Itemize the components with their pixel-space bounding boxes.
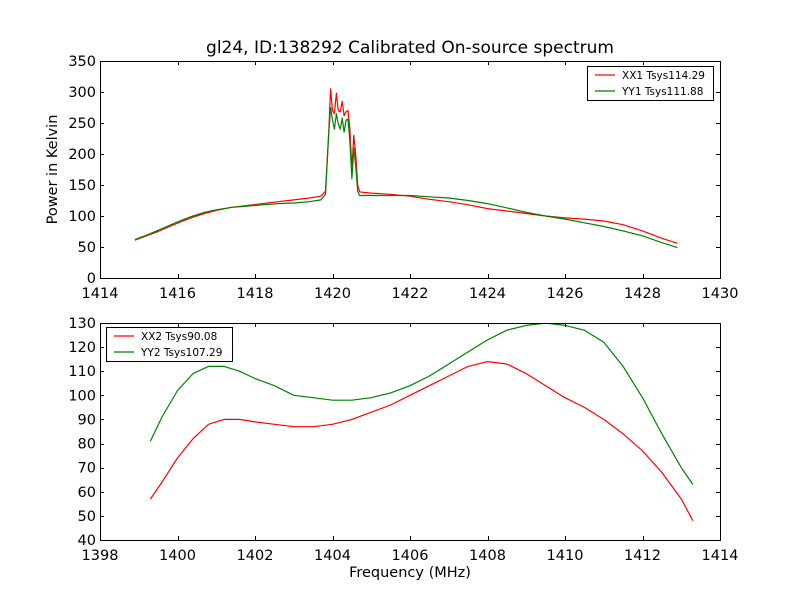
top-y-tick-label: 150 <box>68 178 96 194</box>
top-legend: XX1 Tsys114.29 YY1 Tsys111.88 <box>587 66 714 101</box>
bottom-x-tick-label: 1402 <box>237 548 274 564</box>
bottom-y-tick-label: 90 <box>78 412 96 428</box>
bottom-y-tick-label: 80 <box>78 437 96 453</box>
top-x-tick-label: 1414 <box>82 286 119 302</box>
top-y-tick-label: 350 <box>68 54 96 70</box>
top-x-tick-label: 1422 <box>392 286 429 302</box>
top-y-tick-label: 300 <box>68 85 96 101</box>
bottom-x-tick-label: 1412 <box>624 548 661 564</box>
bottom-x-tick-label: 1408 <box>469 548 506 564</box>
bottom-y-tick-label: 120 <box>68 340 96 356</box>
bottom-legend-label-2: YY2 Tsys107.29 <box>140 347 222 359</box>
bottom-y-tick-label: 50 <box>78 509 96 525</box>
top-y-tick-label: 0 <box>87 271 96 287</box>
top-y-tick-label: 250 <box>68 116 96 132</box>
top-y-axis-label: Power in Kelvin <box>45 115 61 225</box>
bottom-legend-label-1: XX2 Tsys90.08 <box>141 331 217 343</box>
bottom-legend-box <box>106 327 233 362</box>
top-y-tick-label: 200 <box>68 147 96 163</box>
bottom-y-tick-label: 60 <box>78 485 96 501</box>
top-y-tick-label: 100 <box>68 209 96 225</box>
bottom-legend: XX2 Tsys90.08 YY2 Tsys107.29 <box>106 327 233 362</box>
figure-title: gl24, ID:138292 Calibrated On-source spe… <box>206 38 614 58</box>
top-panel: 1414 1416 1418 1420 1422 1424 1426 1428 1430 0 50 1… <box>45 54 738 302</box>
top-x-tick-label: 1420 <box>314 286 351 302</box>
bottom-x-tick-label: 1414 <box>702 548 739 564</box>
bottom-x-tick-label: 1398 <box>82 548 119 564</box>
bottom-x-tick-label: 1406 <box>392 548 429 564</box>
bottom-x-tick-label: 1404 <box>314 548 351 564</box>
top-series-line-2 <box>134 106 678 249</box>
bottom-y-tick-label: 130 <box>68 316 96 332</box>
top-x-tick-label: 1424 <box>469 286 506 302</box>
bottom-y-tick-label: 70 <box>78 461 96 477</box>
bottom-y-tick-label: 110 <box>68 364 96 380</box>
top-x-tick-label: 1418 <box>237 286 274 302</box>
bottom-x-axis-label: Frequency (MHz) <box>349 565 471 581</box>
top-x-tick-label: 1426 <box>547 286 584 302</box>
bottom-y-tick-label: 100 <box>68 388 96 404</box>
bottom-series-line-2 <box>149 323 694 485</box>
top-x-tick-label: 1430 <box>702 286 739 302</box>
bottom-x-tick-label: 1400 <box>159 548 196 564</box>
top-y-tick-label: 50 <box>78 240 96 256</box>
top-legend-box <box>587 66 714 101</box>
bottom-series-line-1 <box>149 361 694 521</box>
bottom-y-tick-label: 40 <box>78 533 96 549</box>
top-x-tick-label: 1416 <box>159 286 196 302</box>
top-legend-label-2: YY1 Tsys111.88 <box>621 86 703 98</box>
top-x-tick-label: 1428 <box>624 286 661 302</box>
top-legend-label-1: XX1 Tsys114.29 <box>622 70 705 82</box>
bottom-x-tick-label: 1410 <box>547 548 584 564</box>
bottom-panel: 1398 1400 1402 1404 1406 1408 1410 1412 1414 40 50… <box>68 316 738 581</box>
